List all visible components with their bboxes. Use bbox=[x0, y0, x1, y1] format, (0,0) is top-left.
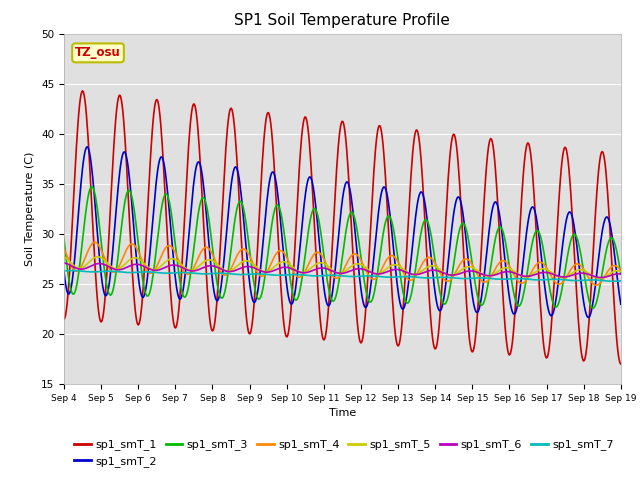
Text: TZ_osu: TZ_osu bbox=[75, 47, 121, 60]
sp1_smT_1 bbox=[185, 142, 193, 148]
sp1_smT_5 bbox=[70, 263, 78, 269]
Line: sp1_smT_4: sp1_smT_4 bbox=[64, 242, 621, 285]
sp1_smT_3 bbox=[185, 283, 193, 289]
sp1_smT_6 bbox=[617, 271, 625, 277]
sp1_smT_1 bbox=[79, 88, 86, 94]
Line: sp1_smT_5: sp1_smT_5 bbox=[64, 257, 621, 278]
sp1_smT_6 bbox=[70, 264, 78, 270]
sp1_smT_5 bbox=[60, 254, 68, 260]
sp1_smT_3 bbox=[128, 195, 136, 201]
sp1_smT_2 bbox=[70, 262, 78, 268]
sp1_smT_5 bbox=[127, 256, 135, 262]
sp1_smT_2 bbox=[214, 297, 222, 303]
sp1_smT_5 bbox=[595, 276, 603, 281]
sp1_smT_5 bbox=[617, 268, 625, 274]
sp1_smT_7 bbox=[71, 268, 79, 274]
sp1_smT_6 bbox=[60, 260, 68, 266]
sp1_smT_6 bbox=[184, 267, 192, 273]
sp1_smT_2 bbox=[60, 269, 68, 275]
sp1_smT_4 bbox=[185, 271, 193, 277]
sp1_smT_1 bbox=[128, 266, 136, 272]
sp1_smT_5 bbox=[426, 263, 434, 269]
sp1_smT_6 bbox=[127, 263, 135, 268]
sp1_smT_4 bbox=[428, 255, 435, 261]
sp1_smT_4 bbox=[128, 241, 136, 247]
Legend: sp1_smT_1, sp1_smT_2, sp1_smT_3, sp1_smT_4, sp1_smT_5, sp1_smT_6, sp1_smT_7: sp1_smT_1, sp1_smT_2, sp1_smT_3, sp1_smT… bbox=[70, 435, 618, 471]
sp1_smT_3 bbox=[617, 271, 625, 277]
sp1_smT_6 bbox=[214, 264, 221, 270]
sp1_smT_7 bbox=[68, 268, 76, 274]
sp1_smT_1 bbox=[428, 320, 435, 326]
sp1_smT_7 bbox=[214, 270, 222, 276]
sp1_smT_4 bbox=[592, 282, 600, 288]
sp1_smT_5 bbox=[214, 261, 221, 267]
sp1_smT_3 bbox=[214, 286, 222, 292]
sp1_smT_3 bbox=[411, 271, 419, 277]
Line: sp1_smT_2: sp1_smT_2 bbox=[64, 147, 621, 317]
sp1_smT_2 bbox=[584, 314, 592, 320]
sp1_smT_4 bbox=[617, 268, 625, 274]
Line: sp1_smT_3: sp1_smT_3 bbox=[64, 187, 621, 308]
sp1_smT_7 bbox=[428, 275, 435, 281]
sp1_smT_7 bbox=[185, 270, 193, 276]
sp1_smT_3 bbox=[60, 236, 68, 242]
sp1_smT_1 bbox=[214, 281, 222, 287]
sp1_smT_6 bbox=[410, 272, 418, 277]
sp1_smT_3 bbox=[428, 232, 435, 238]
sp1_smT_5 bbox=[410, 272, 418, 277]
Y-axis label: Soil Temperature (C): Soil Temperature (C) bbox=[26, 152, 35, 266]
sp1_smT_3 bbox=[70, 291, 78, 297]
sp1_smT_4 bbox=[60, 245, 68, 251]
sp1_smT_4 bbox=[91, 240, 99, 245]
Line: sp1_smT_7: sp1_smT_7 bbox=[64, 271, 621, 281]
sp1_smT_1 bbox=[411, 132, 419, 138]
sp1_smT_1 bbox=[70, 187, 78, 192]
sp1_smT_3 bbox=[589, 305, 596, 311]
sp1_smT_1 bbox=[617, 361, 625, 367]
sp1_smT_1 bbox=[60, 316, 68, 322]
sp1_smT_7 bbox=[60, 268, 68, 274]
sp1_smT_7 bbox=[128, 270, 136, 276]
X-axis label: Time: Time bbox=[329, 408, 356, 418]
sp1_smT_2 bbox=[617, 301, 625, 307]
sp1_smT_2 bbox=[128, 204, 136, 210]
sp1_smT_2 bbox=[83, 144, 91, 150]
sp1_smT_7 bbox=[617, 278, 625, 284]
sp1_smT_6 bbox=[597, 275, 605, 280]
Line: sp1_smT_6: sp1_smT_6 bbox=[64, 263, 621, 277]
sp1_smT_4 bbox=[411, 275, 419, 280]
sp1_smT_7 bbox=[411, 274, 419, 280]
Title: SP1 Soil Temperature Profile: SP1 Soil Temperature Profile bbox=[234, 13, 451, 28]
sp1_smT_2 bbox=[185, 234, 193, 240]
Line: sp1_smT_1: sp1_smT_1 bbox=[64, 91, 621, 364]
sp1_smT_4 bbox=[214, 264, 222, 270]
sp1_smT_5 bbox=[184, 267, 192, 273]
sp1_smT_4 bbox=[70, 267, 78, 273]
sp1_smT_3 bbox=[88, 184, 96, 190]
sp1_smT_7 bbox=[609, 278, 617, 284]
sp1_smT_2 bbox=[411, 220, 419, 226]
sp1_smT_6 bbox=[426, 267, 434, 273]
sp1_smT_2 bbox=[428, 254, 435, 260]
